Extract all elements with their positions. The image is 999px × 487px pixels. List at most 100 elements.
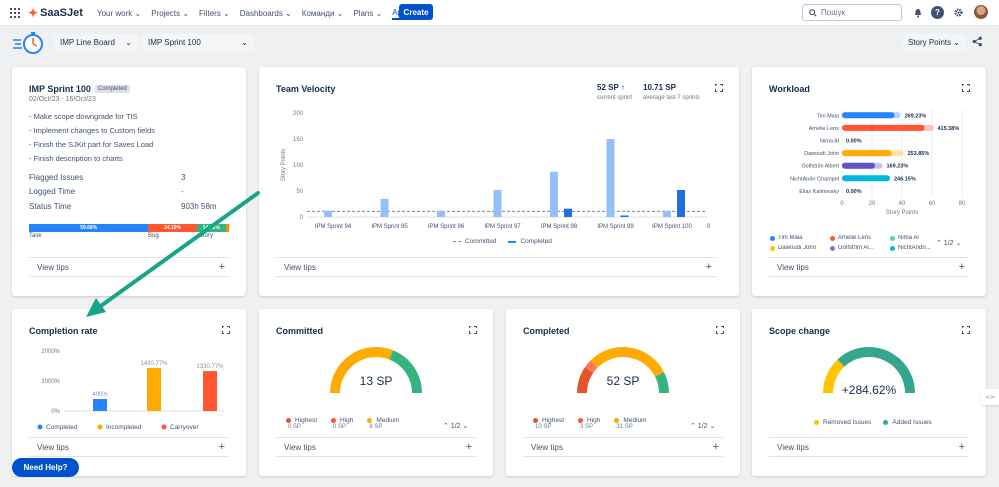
share-icon[interactable] <box>972 36 983 47</box>
dashed-line-icon <box>453 241 461 242</box>
legend-medium: Medium 31 SP <box>614 417 647 430</box>
plus-icon[interactable]: + <box>958 261 965 273</box>
arrow-head-icon <box>86 298 106 317</box>
sprint-goal: - Make scope downgrade for TIS <box>29 112 138 121</box>
committed-bar <box>663 210 671 217</box>
expand-icon[interactable] <box>221 325 230 334</box>
search-input[interactable]: Пошук <box>802 4 902 21</box>
plus-icon[interactable]: + <box>465 441 472 453</box>
view-tips-row[interactable]: View tips + <box>276 257 716 277</box>
legend-dot-icon <box>890 235 895 241</box>
legend-medium: Medium 8 SP <box>367 417 400 430</box>
view-tips-label: View tips <box>284 262 316 272</box>
x-tick-label: 0 <box>840 201 844 207</box>
view-tips-row[interactable]: View tips + <box>523 437 723 457</box>
plus-icon[interactable]: + <box>705 261 712 273</box>
legend-dot-icon <box>97 424 103 430</box>
bar-value-label: 0.00% <box>846 139 862 145</box>
legend-pager[interactable]: ⌃ 1/2 ⌄ <box>443 423 469 430</box>
plus-icon[interactable]: + <box>218 441 225 453</box>
view-tips-row[interactable]: View tips + <box>29 437 229 457</box>
metric-select[interactable]: Story Points ⌄ <box>903 34 965 51</box>
legend-item: Nima Al <box>890 235 950 241</box>
nav-filters[interactable]: Filters ⌄ <box>199 8 230 18</box>
expand-icon[interactable] <box>468 325 477 334</box>
view-tips-label: View tips <box>777 442 809 452</box>
expand-icon[interactable] <box>961 325 970 334</box>
y-tick-label: 200 <box>293 111 304 117</box>
completion-rate-card: Completion rate 0% 1000% 2000% 400% 1430.77%… <box>12 309 246 476</box>
view-tips-label: View tips <box>37 442 69 452</box>
legend-pager[interactable]: ⌃ 1/2 ⌄ <box>936 240 962 247</box>
category-label: Amelie Lens <box>809 126 840 132</box>
nav-plans[interactable]: Plans ⌄ <box>353 8 383 18</box>
sprint-select[interactable]: IMP Sprint 100 ⌄ <box>142 34 254 51</box>
completed-gauge <box>577 347 669 394</box>
scope-value: +284.62% <box>841 383 897 397</box>
completion-bar <box>93 399 107 411</box>
need-help-button[interactable]: Need Help? <box>12 458 79 477</box>
help-icon[interactable]: ? <box>931 6 944 19</box>
category-label: Nima Al <box>820 139 839 145</box>
plus-icon[interactable]: + <box>958 441 965 453</box>
nav-dashboards[interactable]: Dashboards ⌄ <box>239 8 292 18</box>
chevron-down-icon: ⌄ <box>125 38 132 47</box>
sprint-title: IMP Sprint 100 <box>29 84 91 94</box>
high-dot-icon <box>331 418 337 423</box>
completion-bar <box>147 368 161 411</box>
nav-projects[interactable]: Projects ⌄ <box>151 8 190 18</box>
committed-value: 13 SP <box>359 374 393 388</box>
priority-legend: Highest 10 SP High 3 SP Medium 31 SP <box>533 417 647 430</box>
create-button[interactable]: Create <box>399 4 433 20</box>
view-tips-row[interactable]: View tips + <box>769 257 969 277</box>
legend-pager[interactable]: ⌃ 1/2 ⌄ <box>690 423 716 430</box>
view-tips-row[interactable]: View tips + <box>769 437 969 457</box>
settings-icon[interactable] <box>952 6 965 19</box>
logo[interactable]: ✦ SaaSJet <box>28 5 83 21</box>
plus-icon[interactable]: + <box>712 441 719 453</box>
y-tick-label: 1000% <box>41 379 60 385</box>
team-velocity-card: Team Velocity 52 SP ↑ current sprint 10.… <box>259 67 739 296</box>
card-title: Team Velocity <box>276 84 336 94</box>
added-dot-icon <box>883 420 889 425</box>
x-tick-label: 60 <box>929 201 936 207</box>
bar-segment-task: 59.68% <box>29 224 149 232</box>
card-title: Completion rate <box>29 326 98 336</box>
committed-bar <box>606 139 615 217</box>
card-title: Workload <box>769 84 810 94</box>
bar-label-bug: Bug <box>148 233 159 239</box>
logged-time-value: - <box>181 187 184 196</box>
search-placeholder: Пошук <box>821 8 846 17</box>
x-tick-label: IPM Sprint 96 <box>428 224 465 230</box>
x-tick-label: 40 <box>899 201 906 207</box>
expand-icon[interactable] <box>715 325 724 334</box>
view-tips-row[interactable]: View tips + <box>29 257 229 277</box>
expand-icon[interactable] <box>961 83 970 92</box>
app-switcher-icon[interactable] <box>10 8 20 18</box>
search-icon <box>809 8 817 17</box>
bell-icon[interactable] <box>911 6 924 19</box>
bar-value-label: 169.23% <box>887 164 909 170</box>
workload-bar <box>842 175 890 182</box>
card-title: Scope change <box>769 326 831 336</box>
workload-chart: 0 20 40 60 80 Story Points Tim Maia 269.23% Amel… <box>790 109 966 216</box>
expand-icon[interactable] <box>714 83 723 92</box>
board-select[interactable]: IMP Line Board ⌄ <box>54 34 138 51</box>
view-tips-label: View tips <box>777 262 809 272</box>
gauge-segment <box>330 347 393 394</box>
bar-value-label: 1430.77% <box>140 361 168 367</box>
view-tips-row[interactable]: View tips + <box>276 437 476 457</box>
committed-bar <box>493 189 502 217</box>
side-panel-toggle-icon[interactable]: ⋖⋗ <box>981 389 999 405</box>
nav-teams[interactable]: Команди ⌄ <box>301 8 344 18</box>
plus-icon[interactable]: + <box>218 261 225 273</box>
user-avatar[interactable] <box>974 5 988 19</box>
bar-value-label: 0.00% <box>846 189 862 195</box>
completed-bar <box>620 215 629 217</box>
highest-dot-icon <box>533 418 538 423</box>
chevron-down-icon: ⌄ <box>241 38 248 47</box>
legend-dot-icon <box>161 424 167 430</box>
nav-your-work[interactable]: Your work ⌄ <box>97 8 142 18</box>
workload-legend: Tim Maia Amelie Lens Nima Al Dawoudi John Go… <box>770 235 950 251</box>
